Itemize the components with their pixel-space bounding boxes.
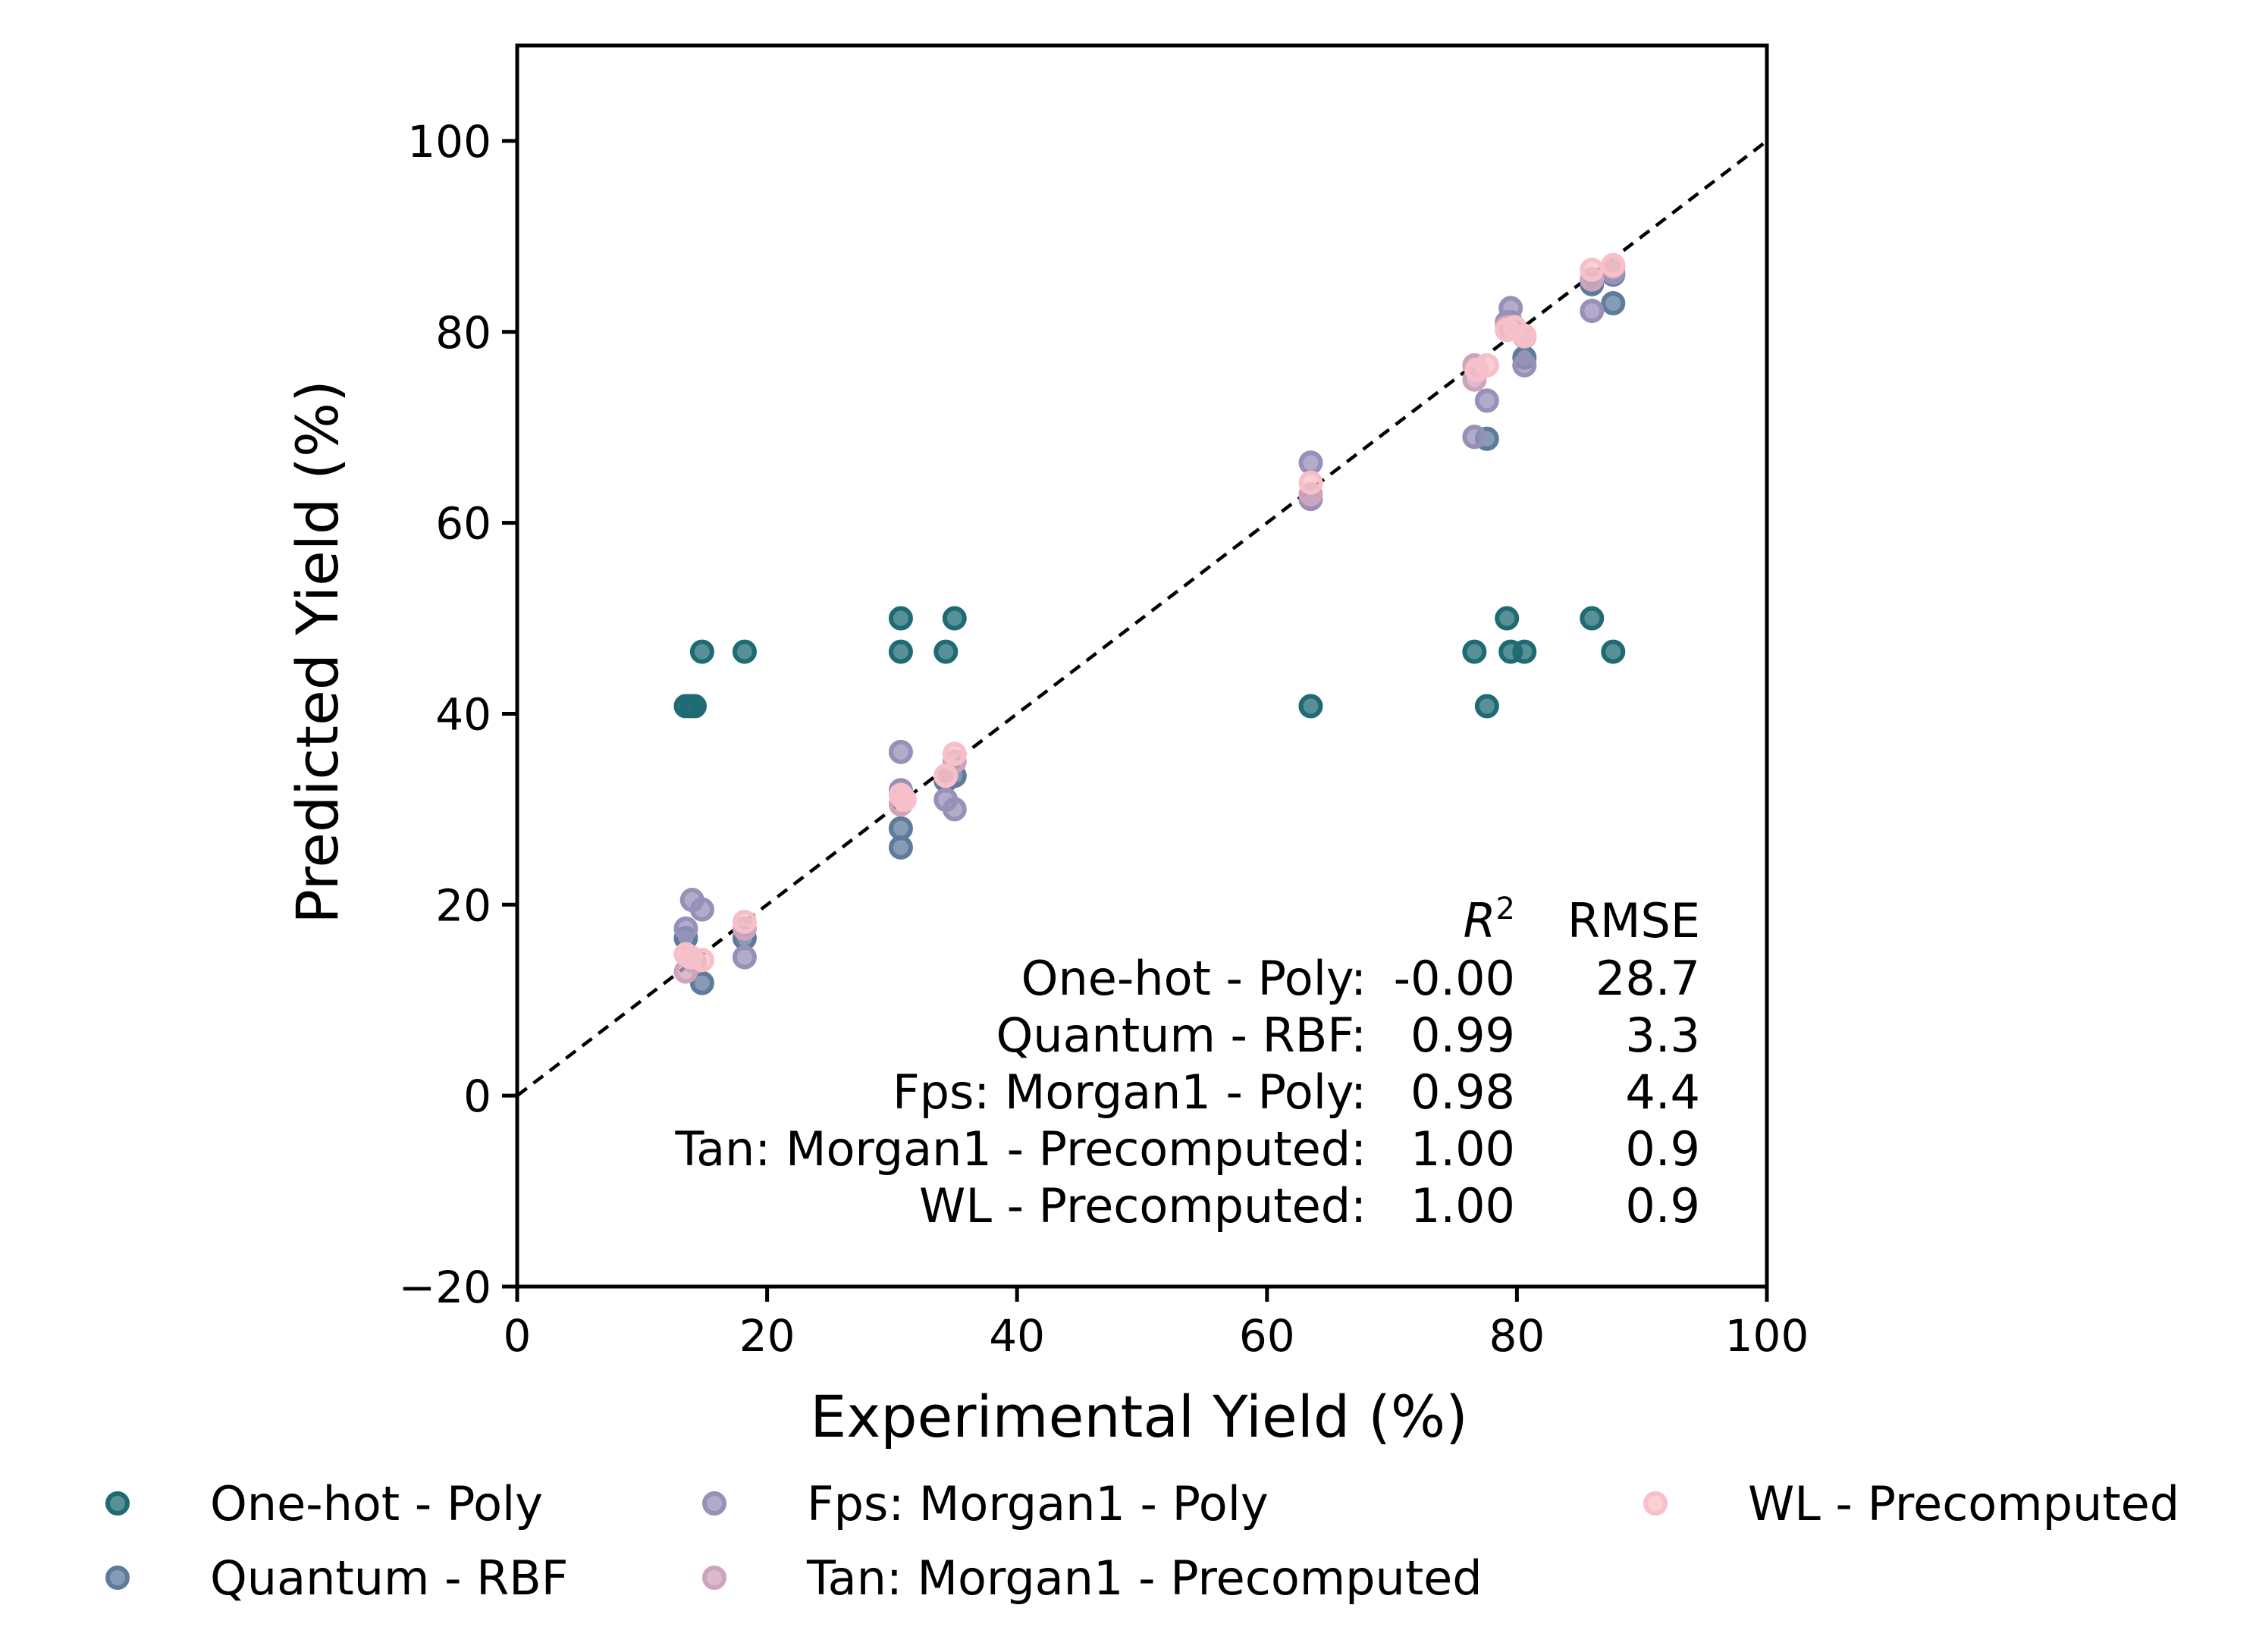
diagonal-layer [516, 139, 1768, 1097]
data-point [888, 739, 913, 764]
stats-r2-value: 0.98 [1410, 1064, 1515, 1120]
stats-rmse-value: 28.7 [1596, 951, 1700, 1006]
data-point [933, 639, 959, 664]
data-point [1474, 353, 1499, 378]
legend-entry: Quantum - RBF [105, 1550, 568, 1606]
data-point [732, 909, 757, 934]
data-point [1474, 388, 1499, 413]
data-point [888, 639, 913, 664]
stats-r2-value: -0.00 [1394, 951, 1515, 1006]
y-tick-label: 80 [435, 307, 491, 359]
x-tick-label: 0 [504, 1310, 532, 1362]
data-point [1580, 299, 1605, 324]
y-axis-title: Predicted Yield (%) [284, 380, 351, 924]
x-tick-label: 20 [739, 1310, 795, 1362]
y-tick-label: 40 [435, 688, 491, 740]
data-point [1462, 425, 1487, 450]
data-point [1498, 296, 1523, 321]
diagonal-line [516, 139, 1768, 1097]
series-4 [673, 252, 1626, 973]
legend-entry: Fps: Morgan1 - Poly [702, 1476, 1269, 1531]
y-tick-label: 60 [435, 498, 491, 550]
data-point [942, 797, 967, 822]
stats-r2-value: 0.99 [1410, 1008, 1515, 1063]
stats-r2-value: 1.00 [1410, 1178, 1515, 1234]
data-point [1298, 694, 1323, 719]
data-point [942, 741, 967, 766]
legend-marker [105, 1491, 130, 1516]
data-point [942, 606, 967, 631]
data-point [1474, 694, 1499, 719]
data-point [888, 606, 913, 631]
data-point [1580, 257, 1605, 282]
stats-header-r2: R2 [1463, 892, 1515, 948]
stats-model-label: WL - Precomputed: [919, 1178, 1366, 1234]
data-point [732, 639, 757, 664]
data-point [689, 970, 714, 995]
data-point [1495, 606, 1520, 631]
stats-model-label: One-hot - Poly: [1021, 951, 1366, 1006]
x-tick-label: 60 [1239, 1310, 1295, 1362]
legend-entry: Tan: Morgan1 - Precomputed [702, 1550, 1483, 1606]
data-point [1298, 450, 1323, 475]
x-tick-label: 100 [1725, 1310, 1809, 1362]
data-point [682, 694, 708, 719]
stats-table: R2 RMSE One-hot - Poly: -0.00 28.7 Quantum … [674, 892, 1700, 1234]
legend-marker [702, 1491, 726, 1516]
legend-marker [1643, 1491, 1668, 1516]
y-tick-label: 20 [435, 879, 491, 931]
data-point [1512, 639, 1537, 664]
axes-layer [515, 43, 1769, 1289]
stats-rmse-value: 0.9 [1625, 1121, 1700, 1177]
data-point [892, 787, 917, 812]
data-point [1580, 606, 1605, 631]
legend-entry: One-hot - Poly [105, 1476, 543, 1531]
stats-r2-value: 1.00 [1410, 1121, 1515, 1177]
data-point [888, 816, 913, 841]
data-point [689, 639, 714, 664]
legend-label: WL - Precomputed [1748, 1476, 2179, 1531]
stats-model-label: Fps: Morgan1 - Poly: [893, 1064, 1366, 1120]
data-point [1298, 470, 1323, 495]
legend-label: Tan: Morgan1 - Precomputed [806, 1550, 1483, 1606]
y-tick-label: 100 [407, 116, 491, 168]
data-point [673, 916, 698, 941]
plot-frame [515, 43, 1769, 1289]
series-0 [673, 606, 1626, 719]
y-tick-label: 0 [463, 1071, 491, 1122]
stats-rmse-value: 4.4 [1625, 1064, 1700, 1120]
ticks-layer: 0 20 40 60 80 100 −20 0 20 40 60 80 100 [399, 116, 1809, 1362]
data-point [888, 835, 913, 860]
data-point [1601, 290, 1626, 315]
legend-entry: WL - Precomputed [1643, 1476, 2179, 1531]
data-point [1462, 639, 1487, 664]
stats-header-rmse: RMSE [1567, 893, 1700, 948]
data-points-layer [673, 252, 1626, 995]
legend: One-hot - Poly Quantum - RBF Fps: Morgan1 … [105, 1476, 2179, 1606]
stats-model-label: Quantum - RBF: [996, 1008, 1366, 1063]
legend-label: Quantum - RBF [210, 1550, 568, 1606]
data-point [689, 948, 714, 973]
data-point [1601, 639, 1626, 664]
stats-rmse-value: 0.9 [1625, 1178, 1700, 1234]
legend-label: One-hot - Poly [210, 1476, 543, 1531]
y-tick-label: −20 [399, 1262, 491, 1313]
data-point [1512, 353, 1537, 378]
stats-model-label: Tan: Morgan1 - Precomputed: [674, 1121, 1366, 1177]
legend-label: Fps: Morgan1 - Poly [807, 1476, 1269, 1531]
data-point [732, 945, 757, 970]
data-point [689, 897, 714, 922]
legend-marker [702, 1566, 726, 1590]
x-axis-title: Experimental Yield (%) [810, 1383, 1468, 1450]
stats-rmse-value: 3.3 [1625, 1008, 1700, 1063]
x-tick-label: 40 [989, 1310, 1045, 1362]
data-point [1512, 323, 1537, 348]
x-tick-label: 80 [1489, 1310, 1545, 1362]
data-point [1601, 252, 1626, 277]
legend-marker [105, 1566, 130, 1590]
data-point [933, 763, 959, 788]
